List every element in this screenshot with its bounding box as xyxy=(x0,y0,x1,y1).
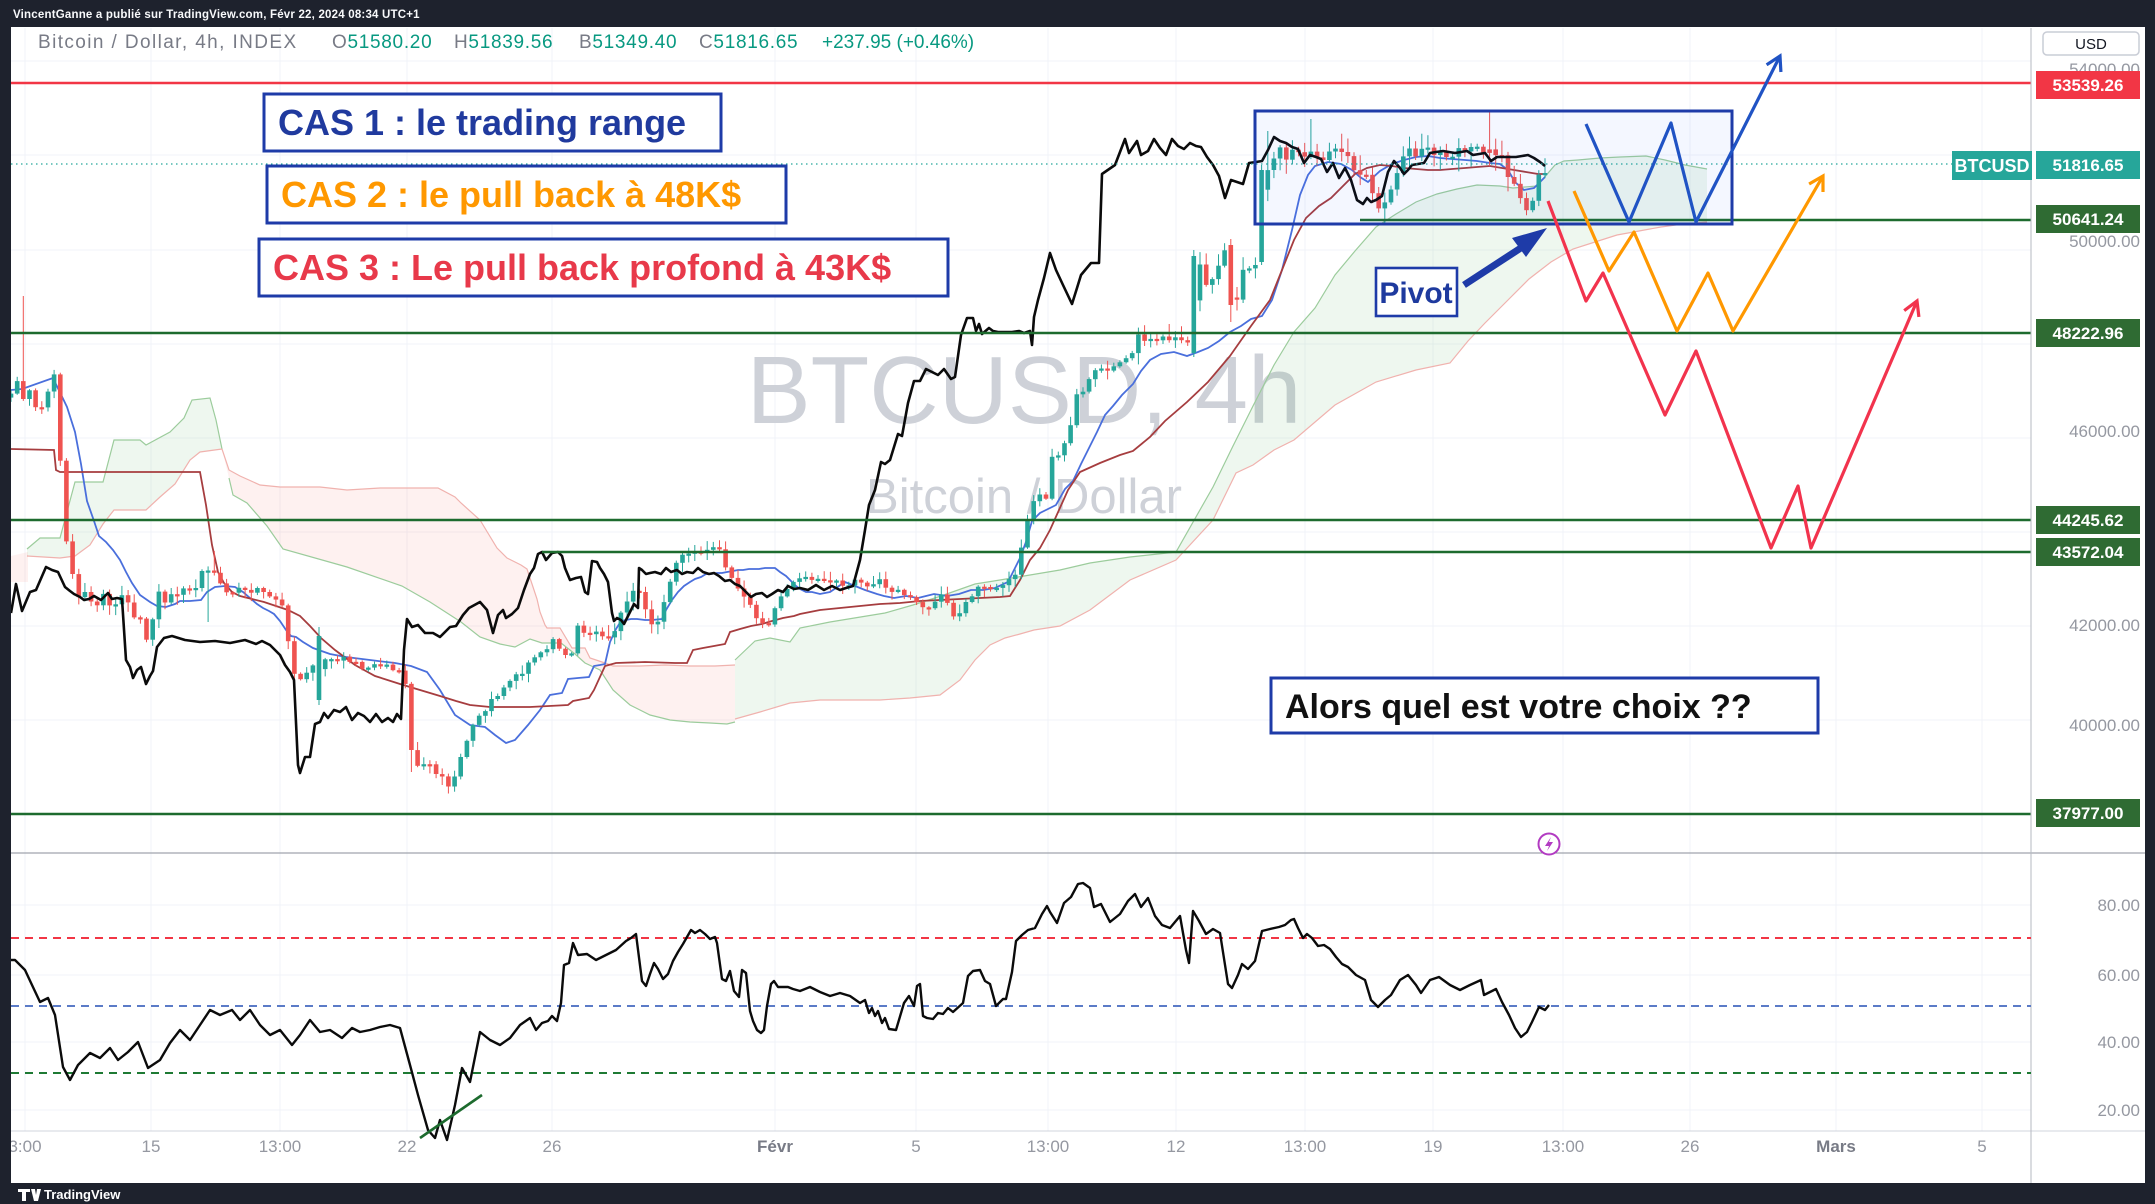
svg-text:15: 15 xyxy=(142,1137,161,1156)
svg-text:3:00: 3:00 xyxy=(8,1137,41,1156)
svg-text:46000.00: 46000.00 xyxy=(2069,422,2140,441)
svg-text:Mars: Mars xyxy=(1816,1137,1856,1156)
svg-text:+237.95 (+0.46%): +237.95 (+0.46%) xyxy=(822,32,974,53)
svg-text:20.00: 20.00 xyxy=(2097,1101,2140,1120)
svg-text:51816.65: 51816.65 xyxy=(2053,156,2124,175)
svg-text:53539.26: 53539.26 xyxy=(2053,76,2124,95)
svg-text:O51580.20: O51580.20 xyxy=(332,32,432,53)
svg-text:13:00: 13:00 xyxy=(1027,1137,1070,1156)
svg-text:48222.96: 48222.96 xyxy=(2053,324,2124,343)
svg-text:40000.00: 40000.00 xyxy=(2069,716,2140,735)
svg-text:60.00: 60.00 xyxy=(2097,966,2140,985)
svg-text:5: 5 xyxy=(1977,1137,1986,1156)
svg-text:42000.00: 42000.00 xyxy=(2069,616,2140,635)
svg-text:19: 19 xyxy=(1424,1137,1443,1156)
svg-text:CAS 2 : le pull back à 48K$: CAS 2 : le pull back à 48K$ xyxy=(281,174,741,215)
svg-text:C51816.65: C51816.65 xyxy=(699,32,798,53)
svg-text:Bitcoin / Dollar, 4h, INDEX: Bitcoin / Dollar, 4h, INDEX xyxy=(38,32,298,53)
svg-text:12: 12 xyxy=(1167,1137,1186,1156)
svg-text:22: 22 xyxy=(398,1137,417,1156)
svg-text:USD: USD xyxy=(2075,36,2107,53)
svg-text:B51349.40: B51349.40 xyxy=(579,32,677,53)
svg-text:BTCUSD: BTCUSD xyxy=(1955,156,2030,176)
svg-text:Pivot: Pivot xyxy=(1379,277,1452,310)
svg-text:CAS 1 : le trading range: CAS 1 : le trading range xyxy=(278,102,686,143)
svg-text:13:00: 13:00 xyxy=(1542,1137,1585,1156)
svg-text:Alors quel est votre choix ??: Alors quel est votre choix ?? xyxy=(1285,688,1752,726)
svg-text:50000.00: 50000.00 xyxy=(2069,232,2140,251)
svg-text:13:00: 13:00 xyxy=(259,1137,302,1156)
svg-text:13:00: 13:00 xyxy=(1284,1137,1327,1156)
svg-text:43572.04: 43572.04 xyxy=(2053,543,2124,562)
svg-text:5: 5 xyxy=(911,1137,920,1156)
svg-text:80.00: 80.00 xyxy=(2097,896,2140,915)
svg-text:44245.62: 44245.62 xyxy=(2053,511,2124,530)
svg-text:50641.24: 50641.24 xyxy=(2053,210,2124,229)
svg-text:26: 26 xyxy=(1681,1137,1700,1156)
svg-text:40.00: 40.00 xyxy=(2097,1033,2140,1052)
svg-text:TradingView: TradingView xyxy=(44,1187,121,1202)
svg-text:26: 26 xyxy=(543,1137,562,1156)
svg-text:Févr: Févr xyxy=(757,1137,793,1156)
svg-text:H51839.56: H51839.56 xyxy=(454,32,553,53)
svg-text:37977.00: 37977.00 xyxy=(2053,804,2124,823)
svg-text:BTCUSD, 4h: BTCUSD, 4h xyxy=(747,337,1302,444)
svg-text:CAS 3 : Le pull back profond à: CAS 3 : Le pull back profond à 43K$ xyxy=(273,247,891,288)
svg-text:VincentGanne a publié sur Trad: VincentGanne a publié sur TradingView.co… xyxy=(13,9,420,21)
svg-text:Bitcoin / Dollar: Bitcoin / Dollar xyxy=(866,470,1182,524)
